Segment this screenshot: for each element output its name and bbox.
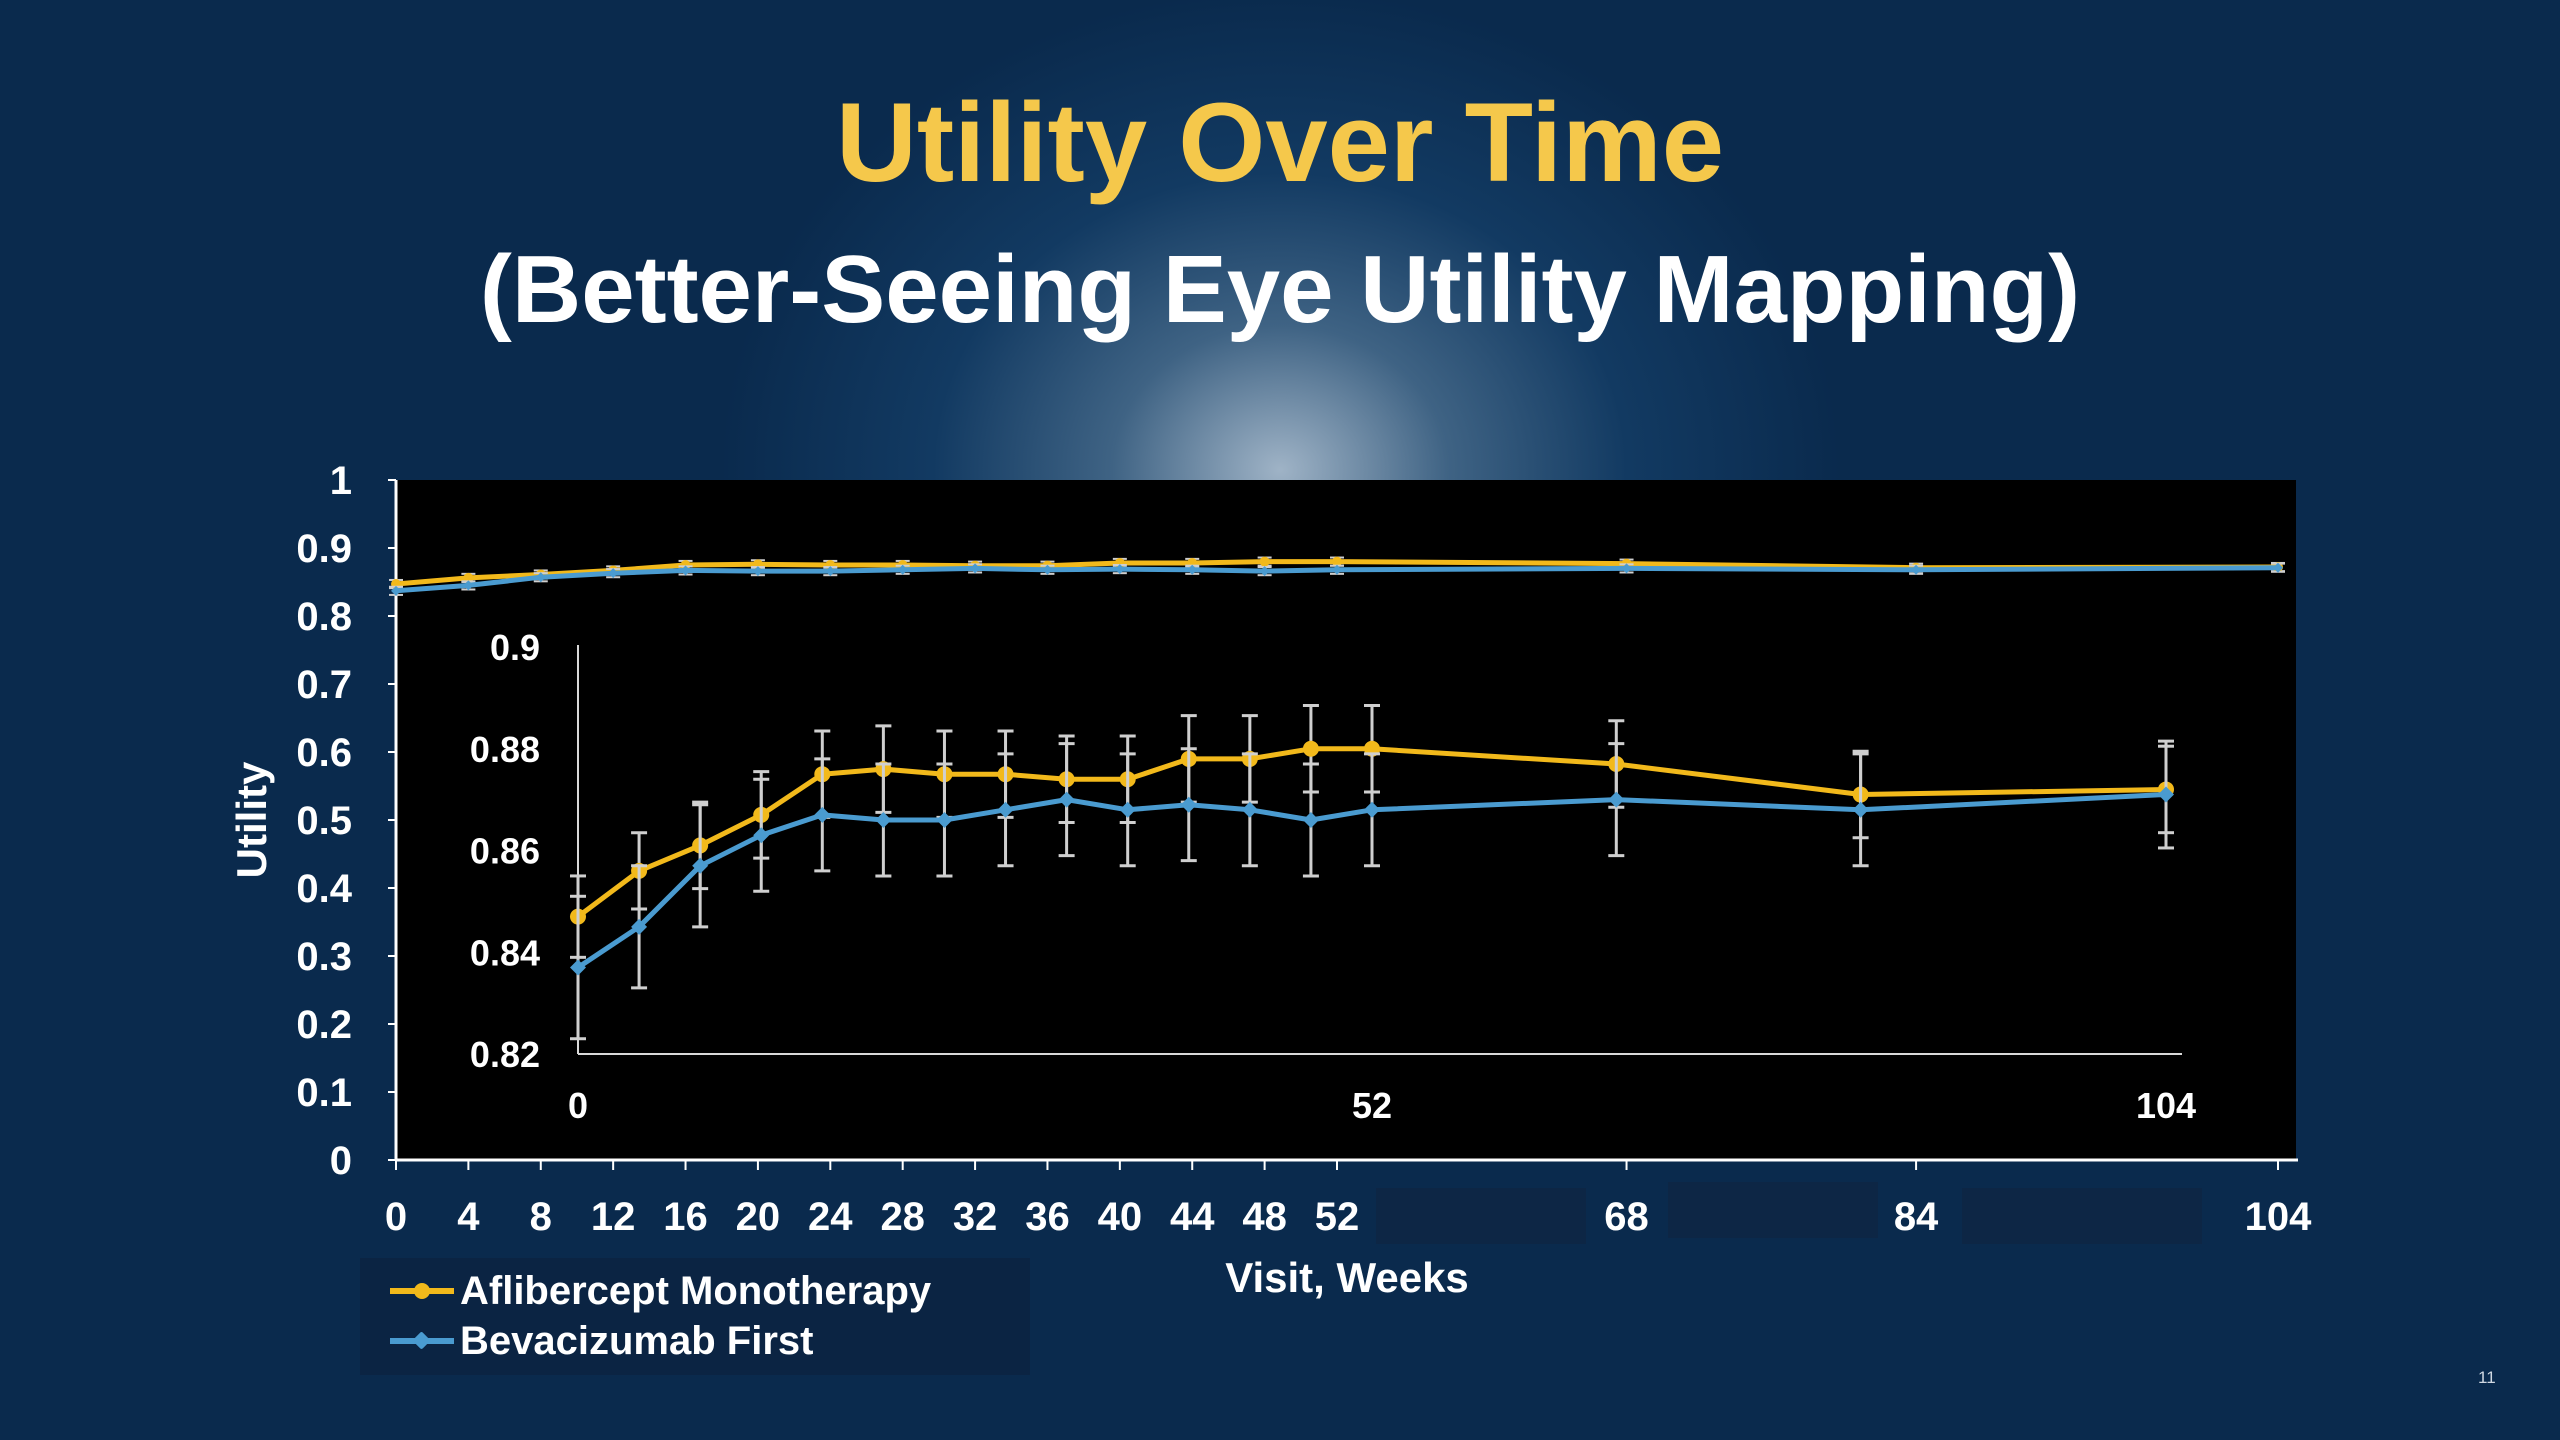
data-point-bevacizumab (1042, 564, 1053, 575)
main-y-tick-label: 0.6 (296, 731, 352, 775)
data-point-bevacizumab (752, 566, 763, 577)
main-x-tick-label: 84 (1894, 1195, 1939, 1239)
data-point-bevacizumab (1114, 564, 1125, 575)
data-point-bevacizumab (2158, 786, 2174, 803)
data-point-bevacizumab (570, 959, 586, 976)
axis-label-mask (1668, 1182, 1878, 1238)
data-point-aflibercept (1302, 740, 1319, 757)
data-point-bevacizumab (1608, 791, 1625, 808)
main-x-tick-label: 104 (2245, 1195, 2312, 1239)
axis-label-mask (1376, 1188, 1586, 1244)
main-x-tick-label: 8 (530, 1195, 552, 1239)
main-x-tick-label: 44 (1170, 1195, 1215, 1239)
data-point-bevacizumab (997, 801, 1014, 818)
legend: Aflibercept Monotherapy Bevacizumab Firs… (360, 1258, 1030, 1375)
inset-y-tick-label: 0.84 (470, 932, 540, 973)
inset-x-tick-label: 52 (1352, 1085, 1392, 1126)
data-point-bevacizumab (897, 564, 908, 575)
data-point-bevacizumab (970, 563, 981, 574)
inset-y-tick-label: 0.82 (470, 1034, 540, 1075)
legend-label-aflibercept: Aflibercept Monotherapy (460, 1268, 932, 1313)
legend-swatch-aflibercept (390, 1266, 454, 1316)
data-point-bevacizumab (631, 918, 648, 935)
page-number: 11 (2478, 1368, 2496, 1387)
main-y-tick-label: 0.4 (296, 867, 352, 911)
main-x-tick-label: 0 (385, 1195, 407, 1239)
main-y-tick-label: 0.7 (296, 663, 352, 707)
main-x-tick-label: 40 (1098, 1195, 1143, 1239)
main-x-tick-label: 20 (736, 1195, 781, 1239)
data-point-bevacizumab (1911, 564, 1922, 575)
slide-subtitle: (Better-Seeing Eye Utility Mapping) (479, 236, 2081, 343)
slide-title: Utility Over Time (835, 80, 1724, 205)
data-point-bevacizumab (1180, 796, 1197, 813)
main-y-tick-label: 0.1 (296, 1071, 352, 1115)
data-point-bevacizumab (875, 811, 892, 828)
data-point-bevacizumab (825, 566, 836, 577)
main-x-tick-label: 32 (953, 1195, 998, 1239)
main-x-tick-label: 16 (663, 1195, 708, 1239)
data-point-aflibercept (1332, 556, 1342, 567)
y-axis-title: Utility (228, 761, 275, 878)
main-y-tick-label: 0.9 (296, 527, 352, 571)
main-y-tick-label: 0.5 (296, 799, 352, 843)
inset-x-tick-label: 104 (2136, 1085, 2196, 1126)
data-point-bevacizumab (1852, 801, 1869, 818)
legend-item-bevacizumab: Bevacizumab First (390, 1316, 813, 1366)
main-y-tick-label: 0.2 (296, 1003, 352, 1047)
data-point-bevacizumab (1187, 564, 1198, 575)
legend-swatch-bevacizumab (390, 1316, 454, 1366)
inset-y-tick-label: 0.9 (490, 627, 540, 668)
data-point-bevacizumab (1259, 566, 1270, 577)
data-point-aflibercept (680, 560, 691, 570)
legend-item-aflibercept: Aflibercept Monotherapy (390, 1266, 931, 1316)
main-x-tick-label: 4 (457, 1195, 480, 1239)
data-point-bevacizumab (1621, 563, 1632, 574)
data-point-aflibercept (1259, 556, 1270, 567)
data-point-bevacizumab (814, 806, 831, 823)
data-point-bevacizumab (1119, 801, 1136, 818)
inset-y-tick-label: 0.88 (470, 729, 540, 770)
legend-label-bevacizumab: Bevacizumab First (460, 1318, 814, 1363)
data-point-bevacizumab (936, 811, 953, 828)
main-y-tick-label: 1 (330, 459, 352, 503)
data-point-bevacizumab (753, 827, 770, 844)
data-point-bevacizumab (692, 857, 709, 874)
main-x-tick-label: 48 (1242, 1195, 1287, 1239)
data-point-bevacizumab (2273, 562, 2283, 573)
data-point-bevacizumab (391, 585, 401, 596)
main-x-tick-label: 52 (1315, 1195, 1360, 1239)
main-y-tick-label: 0 (330, 1139, 352, 1183)
data-point-bevacizumab (608, 568, 619, 579)
data-point-bevacizumab (1364, 801, 1380, 818)
data-point-bevacizumab (1302, 811, 1319, 828)
data-point-bevacizumab (1058, 791, 1075, 808)
x-axis-title: Visit, Weeks (1225, 1254, 1469, 1301)
main-y-tick-label: 0.8 (296, 595, 352, 639)
main-x-tick-label: 12 (591, 1195, 636, 1239)
data-point-bevacizumab (680, 565, 691, 576)
axis-label-mask (1962, 1188, 2202, 1244)
main-x-tick-label: 28 (880, 1195, 925, 1239)
main-x-tick-label: 68 (1604, 1195, 1649, 1239)
inset-y-tick-label: 0.86 (470, 831, 540, 872)
data-point-bevacizumab (1332, 564, 1342, 575)
data-point-bevacizumab (1241, 801, 1258, 818)
inset-x-tick-label: 0 (568, 1085, 588, 1126)
main-x-tick-label: 36 (1025, 1195, 1070, 1239)
data-point-bevacizumab (535, 572, 546, 583)
main-x-tick-label: 24 (808, 1195, 853, 1239)
main-y-tick-label: 0.3 (296, 935, 352, 979)
data-point-bevacizumab (463, 580, 474, 591)
plot-area (396, 480, 2296, 1160)
